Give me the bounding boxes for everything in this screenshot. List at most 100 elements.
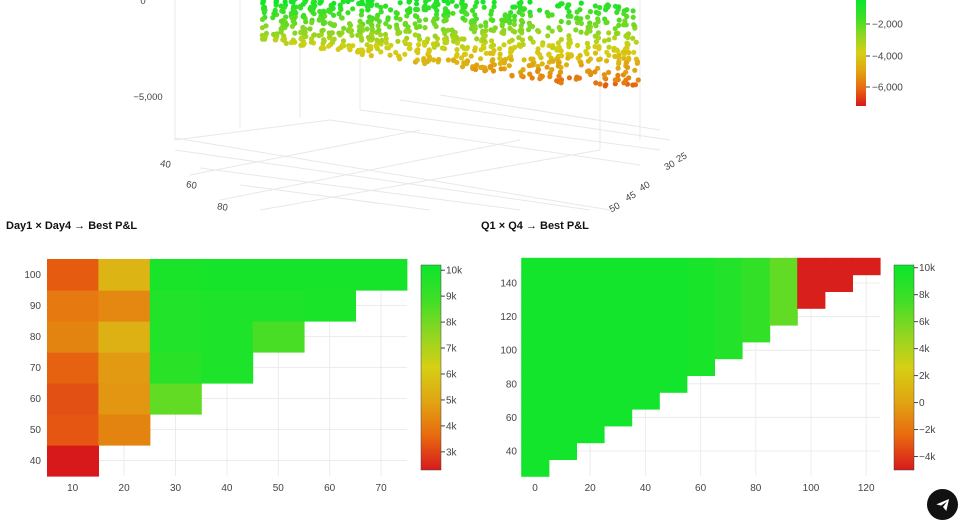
scatter-point [270, 15, 276, 21]
scatter-point [469, 7, 476, 14]
scatter-point [518, 17, 525, 24]
grid-line [259, 149, 601, 211]
scatter-point [373, 42, 379, 48]
scatter-point [538, 74, 544, 80]
y-tick-label: 50 [30, 425, 42, 436]
scatter-point [480, 43, 486, 49]
scatter-point [335, 46, 341, 53]
heatmap-cell [521, 409, 550, 427]
scatter-point [506, 63, 512, 69]
heatmap-cell [576, 375, 605, 393]
heatmap-cell [521, 325, 550, 343]
scatter-point [489, 58, 495, 64]
scatter-point [340, 0, 345, 1]
heatmap-cell [631, 257, 660, 276]
y-tick-label: 40 [30, 456, 42, 467]
scatter-point [566, 9, 572, 15]
scatter-point [393, 10, 399, 16]
scatter-point [501, 42, 507, 48]
scatter-point [272, 7, 278, 13]
scatter-point [302, 26, 308, 32]
scatter-point [487, 50, 493, 56]
scatter-point [625, 31, 632, 37]
scatter-point [574, 9, 580, 15]
y-tick-label: 70 [30, 363, 42, 374]
scatter-point [623, 69, 629, 75]
scatter-point [497, 60, 503, 67]
heatmap-cell [659, 341, 688, 360]
scatter-point [383, 40, 389, 46]
heatmap-cell [604, 375, 633, 393]
send-button[interactable] [927, 489, 958, 520]
scatter-point [415, 47, 421, 53]
scatter-point [425, 36, 431, 42]
scatter-point [359, 51, 365, 58]
heatmap-cell [576, 274, 605, 292]
scatter-point [303, 19, 309, 25]
scatter-point [545, 13, 552, 19]
scatter-point [480, 0, 486, 5]
heatmap-cell [149, 290, 202, 322]
scatter-point [546, 43, 552, 49]
scatter-point [490, 17, 496, 23]
scatter-point [613, 30, 620, 37]
scatter-point [510, 4, 516, 10]
scatter-point [497, 51, 503, 57]
heatmap-cell [686, 257, 715, 276]
x-tick-label: 60 [324, 483, 336, 494]
scatter-point [402, 38, 408, 45]
scatter-point [624, 64, 631, 70]
scatter-point [626, 55, 632, 61]
scatter-point [511, 17, 517, 23]
scatter-point [574, 20, 581, 26]
scatter-point [403, 28, 409, 34]
scatter-point [556, 44, 562, 51]
scatter-point [407, 41, 413, 47]
scatter-point [536, 29, 542, 35]
heatmap-cell [686, 274, 715, 292]
grid-line [219, 139, 521, 201]
heatmap-cell [686, 325, 715, 343]
scatter-point [321, 38, 327, 44]
scatter-point [442, 30, 448, 37]
scatter-point [397, 0, 403, 6]
scatter-point [481, 37, 487, 43]
scatter-point [565, 2, 571, 8]
scatter-point [555, 60, 562, 66]
heatmap-cell [98, 321, 151, 353]
scatter-point [549, 28, 555, 34]
scatter-point [578, 16, 584, 22]
scatter-point [413, 6, 419, 12]
scatter-point [603, 82, 609, 88]
heatmap-cell [576, 257, 605, 276]
scatter-point [478, 56, 484, 62]
scatter-point [468, 53, 474, 59]
heatmap-cell [714, 274, 743, 292]
scatter-point [595, 65, 601, 71]
scatter-point [529, 75, 535, 81]
colorbar-tick-label: 0 [919, 398, 925, 409]
heatmap-cell [576, 409, 605, 427]
scatter-point [563, 62, 570, 68]
heatmap-cell [47, 321, 99, 353]
scatter-point [508, 57, 514, 63]
heatmap-cell [686, 291, 715, 309]
scatter-point [349, 32, 355, 39]
scatter-point [326, 8, 332, 14]
scatter-point [442, 40, 448, 46]
grid-line [199, 167, 521, 211]
heatmap-cell [548, 325, 577, 343]
scatter-point [435, 1, 441, 7]
x-tick-label: 120 [858, 483, 875, 494]
scatter-point [259, 16, 266, 22]
scatter-point [550, 58, 556, 64]
scatter-point [624, 44, 630, 50]
heatmap-cell [631, 358, 660, 376]
scatter-point [422, 42, 428, 48]
scatter-point [557, 69, 563, 75]
x-tick-label: 50 [608, 200, 623, 215]
scatter-point [283, 40, 289, 47]
scatter-point [631, 49, 637, 56]
scatter-point [341, 43, 347, 49]
heatmap-cell [604, 291, 633, 309]
